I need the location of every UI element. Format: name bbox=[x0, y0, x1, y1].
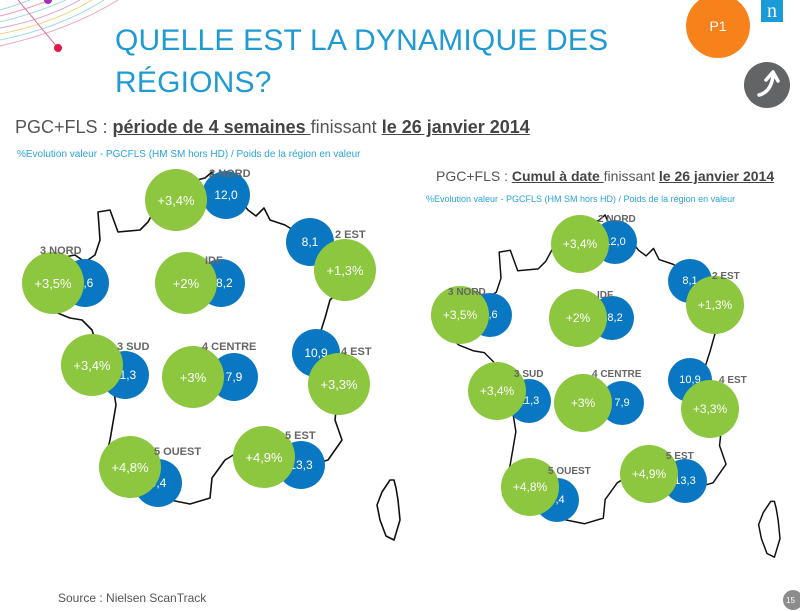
evolution-bubble-4-est: +3,3% bbox=[308, 353, 370, 415]
right-subtitle-date: le 26 janvier 2014 bbox=[658, 168, 775, 184]
region-label-3-sud: 3 SUD bbox=[514, 369, 544, 380]
region-label-4-centre: 4 CENTRE bbox=[202, 341, 257, 353]
left-subtitle-period: période de 4 semaines bbox=[112, 117, 311, 137]
nielsen-logo: n bbox=[761, 0, 783, 22]
curved-arrow-up-icon bbox=[757, 70, 780, 97]
region-label-3-sud: 3 SUD bbox=[117, 341, 150, 353]
region-label-idf: IDF bbox=[205, 255, 223, 267]
evolution-bubble-2-nord: +3,4% bbox=[551, 215, 609, 273]
region-label-3-nord: 3 NORD bbox=[40, 245, 82, 257]
left-subtitle-date: le 26 janvier 2014 bbox=[381, 117, 530, 137]
trend-up-button[interactable] bbox=[744, 62, 790, 108]
france-map-cumulative: +3,4% 12,0 2 NORD +1,3% 8,1 2 EST +3,5% 8,6 3 NO… bbox=[431, 214, 781, 558]
region-label-2-nord: 2 NORD bbox=[209, 168, 251, 180]
evolution-bubble-3-sud: +3,4% bbox=[468, 362, 526, 420]
priority-badge: P1 bbox=[686, 0, 750, 58]
title-line-1: QUELLE EST LA DYNAMIQUE DES bbox=[115, 24, 609, 57]
left-subtitle: PGC+FLS : période de 4 semaines finissan… bbox=[15, 117, 530, 138]
region-label-5-est: 5 EST bbox=[285, 430, 316, 442]
region-label-4-est: 4 EST bbox=[719, 375, 747, 386]
nielsen-logo-letter: n bbox=[767, 0, 777, 22]
right-subtitle: PGC+FLS : Cumul à date finissant le 26 j… bbox=[436, 168, 774, 184]
evolution-bubble-5-est: +4,9% bbox=[620, 445, 678, 503]
evolution-bubble-5-est: +4,9% bbox=[233, 426, 295, 488]
region-label-4-est: 4 EST bbox=[341, 346, 372, 358]
page-title: QUELLE EST LA DYNAMIQUE DES RÉGIONS? bbox=[115, 20, 608, 104]
region-label-4-centre: 4 CENTRE bbox=[592, 369, 642, 380]
evolution-bubble-3-nord: +3,5% bbox=[431, 286, 489, 344]
evolution-bubble-2-nord: +3,4% bbox=[145, 169, 207, 231]
evolution-bubble-5-ouest: +4,8% bbox=[501, 458, 559, 516]
france-map-4-weeks: +3,4% 12,0 2 NORD +1,3% 8,1 2 EST +3,5% 8,6 3 NO… bbox=[0, 0, 401, 560]
region-label-2-est: 2 EST bbox=[335, 229, 366, 241]
region-label-3-nord: 3 NORD bbox=[448, 287, 486, 298]
evolution-bubble-2-est: +1,3% bbox=[314, 239, 376, 301]
left-subtitle-mid: finissant bbox=[310, 117, 382, 137]
page-number: 15 bbox=[783, 590, 800, 610]
priority-badge-label: P1 bbox=[709, 18, 727, 34]
region-label-2-nord: 2 NORD bbox=[598, 214, 636, 225]
right-subtitle-period: Cumul à date bbox=[511, 168, 604, 184]
right-subtitle-prefix: PGC+FLS : bbox=[436, 168, 512, 184]
weight-bubble-4-centre: 7,9 bbox=[210, 353, 258, 401]
right-subtitle-mid: finissant bbox=[603, 168, 659, 184]
corsica-outline bbox=[376, 479, 401, 541]
decorative-arcs bbox=[0, 0, 119, 52]
region-label-idf: IDF bbox=[597, 290, 614, 301]
title-line-2: RÉGIONS? bbox=[115, 66, 272, 99]
corsica-outline bbox=[757, 500, 781, 558]
source-note: Source : Nielsen ScanTrack bbox=[58, 591, 207, 605]
left-subtitle-prefix: PGC+FLS : bbox=[15, 117, 113, 137]
weight-bubble-2-nord: 12,0 bbox=[202, 171, 250, 219]
right-legend: %Evolution valeur - PGCFLS (HM SM hors H… bbox=[426, 194, 736, 204]
region-label-5-est: 5 EST bbox=[666, 451, 694, 462]
evolution-bubble-idf: +2% bbox=[549, 289, 607, 347]
evolution-bubble-4-centre: +3% bbox=[554, 374, 612, 432]
region-label-5-ouest: 5 OUEST bbox=[548, 466, 591, 477]
evolution-bubble-4-est: +3,3% bbox=[681, 380, 739, 438]
page-number-label: 15 bbox=[786, 595, 795, 605]
evolution-bubble-5-ouest: +4,8% bbox=[99, 436, 161, 498]
left-legend: %Evolution valeur - PGCFLS (HM SM hors H… bbox=[17, 149, 361, 160]
region-label-5-ouest: 5 OUEST bbox=[154, 446, 202, 458]
evolution-bubble-3-sud: +3,4% bbox=[61, 334, 123, 396]
evolution-bubble-idf: +2% bbox=[155, 252, 217, 314]
evolution-bubble-3-nord: +3,5% bbox=[22, 252, 84, 314]
region-label-2-est: 2 EST bbox=[712, 271, 740, 282]
evolution-bubble-2-est: +1,3% bbox=[686, 276, 744, 334]
evolution-bubble-4-centre: +3% bbox=[162, 346, 224, 408]
